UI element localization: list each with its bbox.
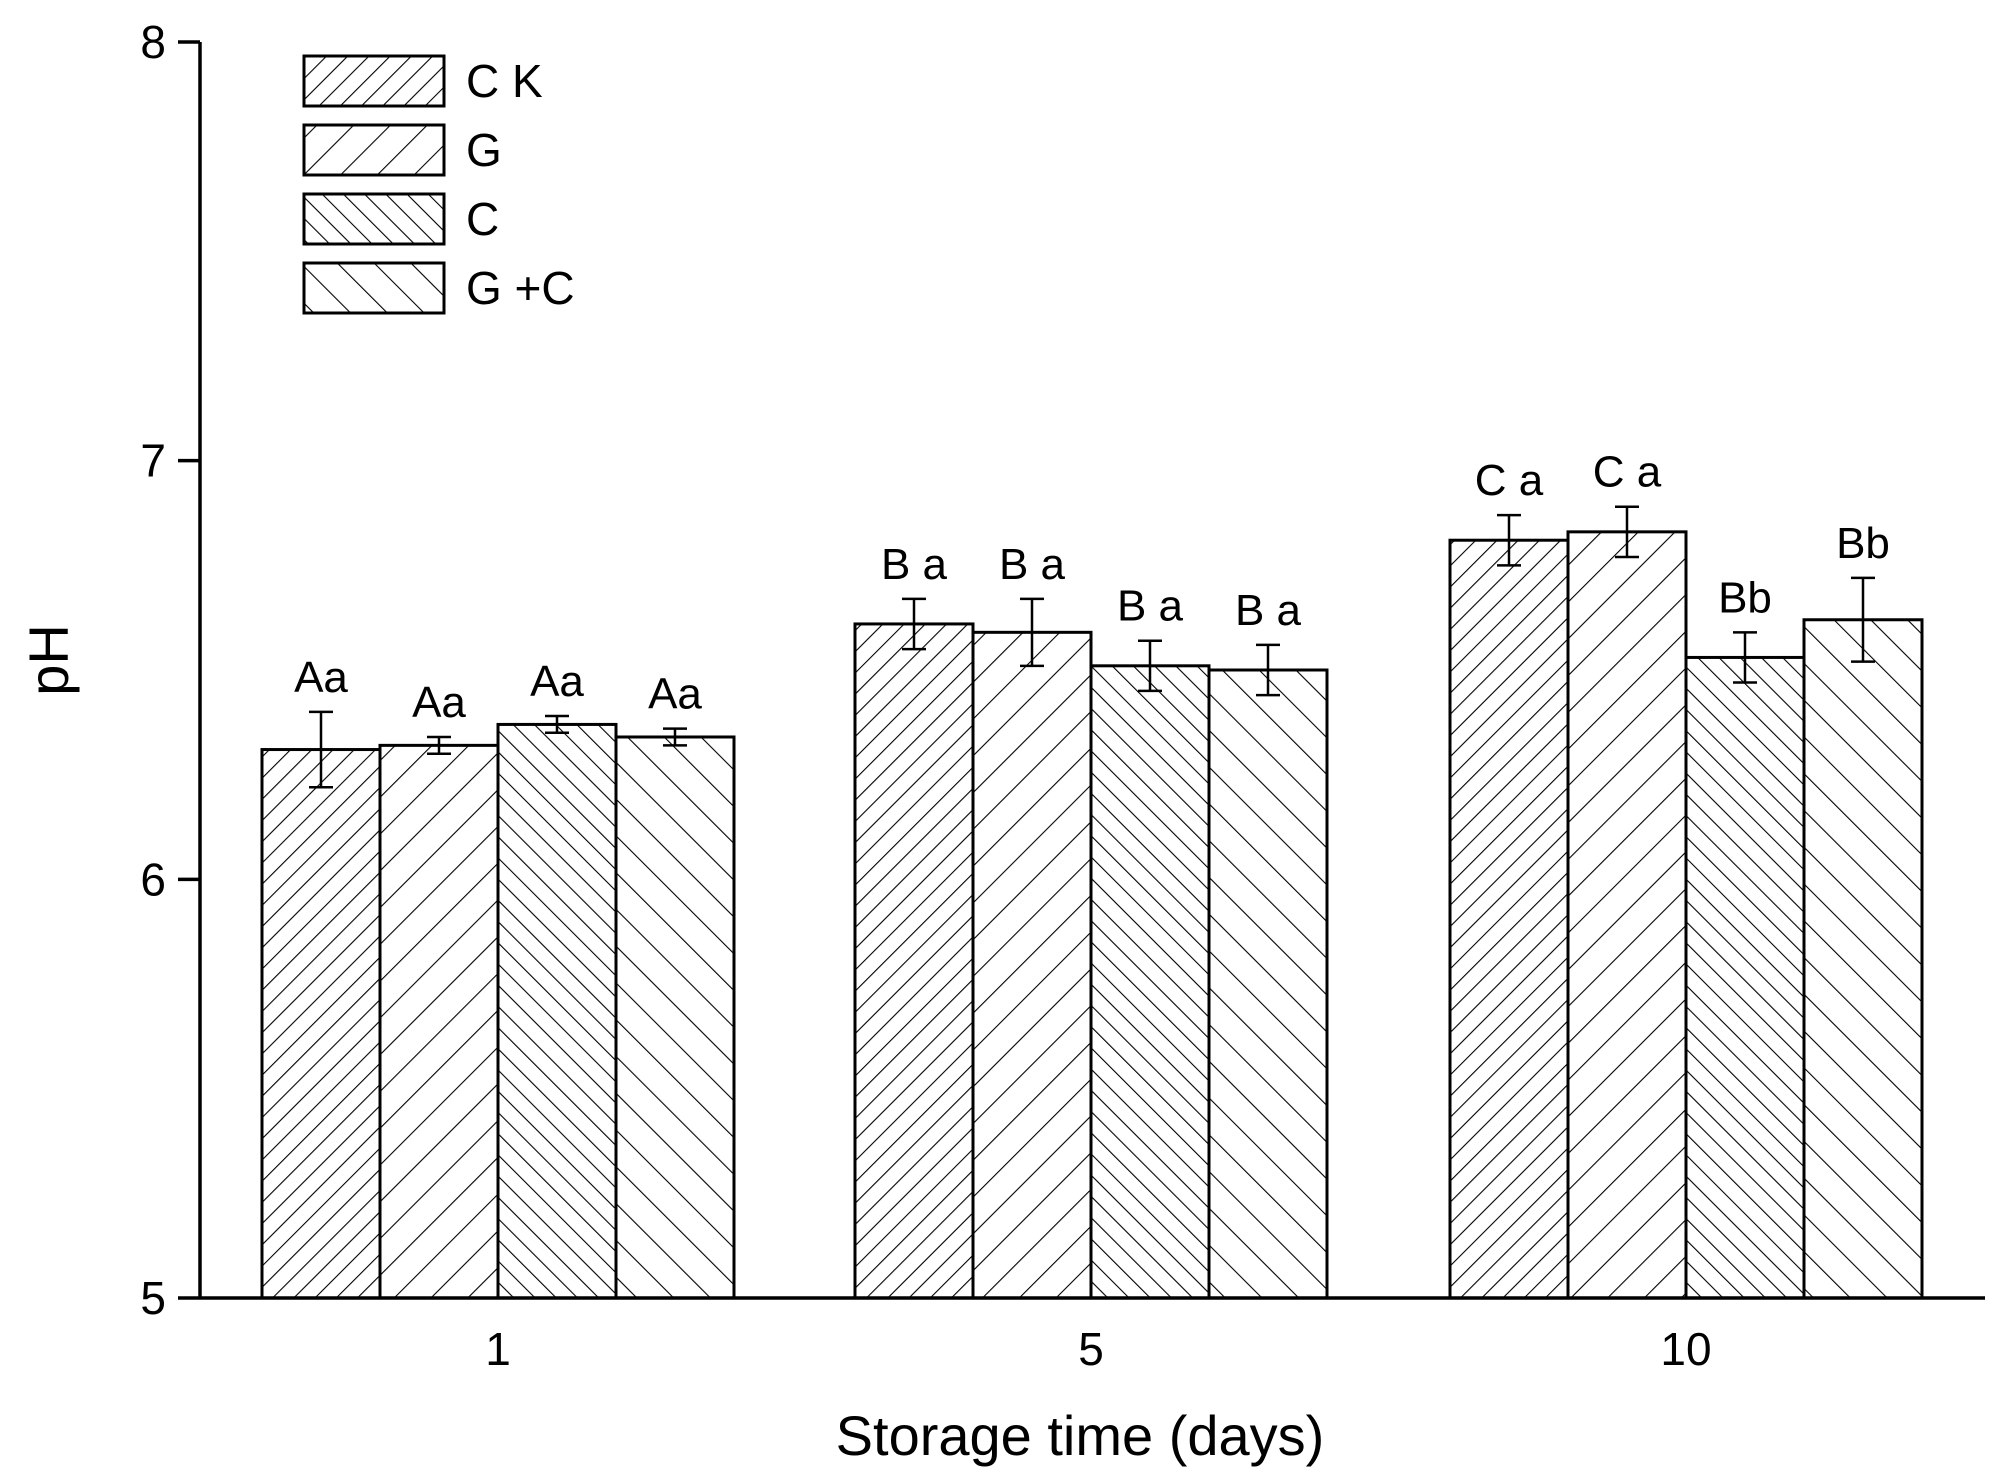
bar	[496, 722, 618, 1300]
legend-swatch	[302, 54, 446, 108]
legend-label: G +C	[466, 262, 575, 314]
legend-label: G	[466, 124, 502, 176]
x-tick-label: 5	[1078, 1323, 1104, 1375]
x-axis-label: Storage time (days)	[836, 1404, 1325, 1467]
y-tick-label: 7	[140, 435, 166, 487]
bar-significance-label: B a	[999, 540, 1066, 589]
bar-significance-label: Aa	[412, 678, 466, 727]
bar	[1089, 664, 1211, 1300]
y-tick-label: 6	[140, 853, 166, 905]
legend-label: C K	[466, 55, 543, 107]
bar-significance-label: C a	[1475, 456, 1544, 505]
bar	[260, 748, 382, 1300]
bar-significance-label: B a	[1117, 582, 1184, 631]
legend-swatch	[302, 192, 446, 246]
bar	[853, 622, 975, 1300]
x-tick-label: 1	[485, 1323, 511, 1375]
plot-area: Aa Aa Aa Aa B a B a B a B a C a C a Bb Bb	[260, 448, 1924, 1300]
bar	[971, 630, 1093, 1300]
bar-significance-label: C a	[1593, 448, 1662, 497]
bar-significance-label: Aa	[530, 657, 584, 706]
bar	[1802, 618, 1924, 1300]
legend-swatch	[302, 123, 446, 177]
bar-significance-label: Aa	[294, 653, 348, 702]
legend-swatch	[302, 261, 446, 315]
bar-significance-label: B a	[1235, 586, 1302, 635]
bar-significance-label: Bb	[1718, 573, 1772, 622]
bar	[1566, 530, 1688, 1300]
legend-label: C	[466, 193, 499, 245]
y-axis-label: pH	[17, 624, 80, 696]
bar-significance-label: Bb	[1836, 519, 1890, 568]
axes: 5 6 7 8 1 5 10	[140, 16, 1985, 1375]
x-tick-label: 10	[1660, 1323, 1711, 1375]
bar	[1448, 538, 1570, 1300]
y-tick-label: 5	[140, 1272, 166, 1324]
bar-significance-label: Aa	[648, 670, 702, 719]
legend: C K GC G +C	[302, 54, 575, 315]
bar	[1684, 655, 1806, 1300]
bar	[614, 735, 736, 1300]
bar	[378, 743, 500, 1300]
bar	[1207, 668, 1329, 1300]
y-tick-label: 8	[140, 16, 166, 68]
bar-significance-label: B a	[881, 540, 948, 589]
